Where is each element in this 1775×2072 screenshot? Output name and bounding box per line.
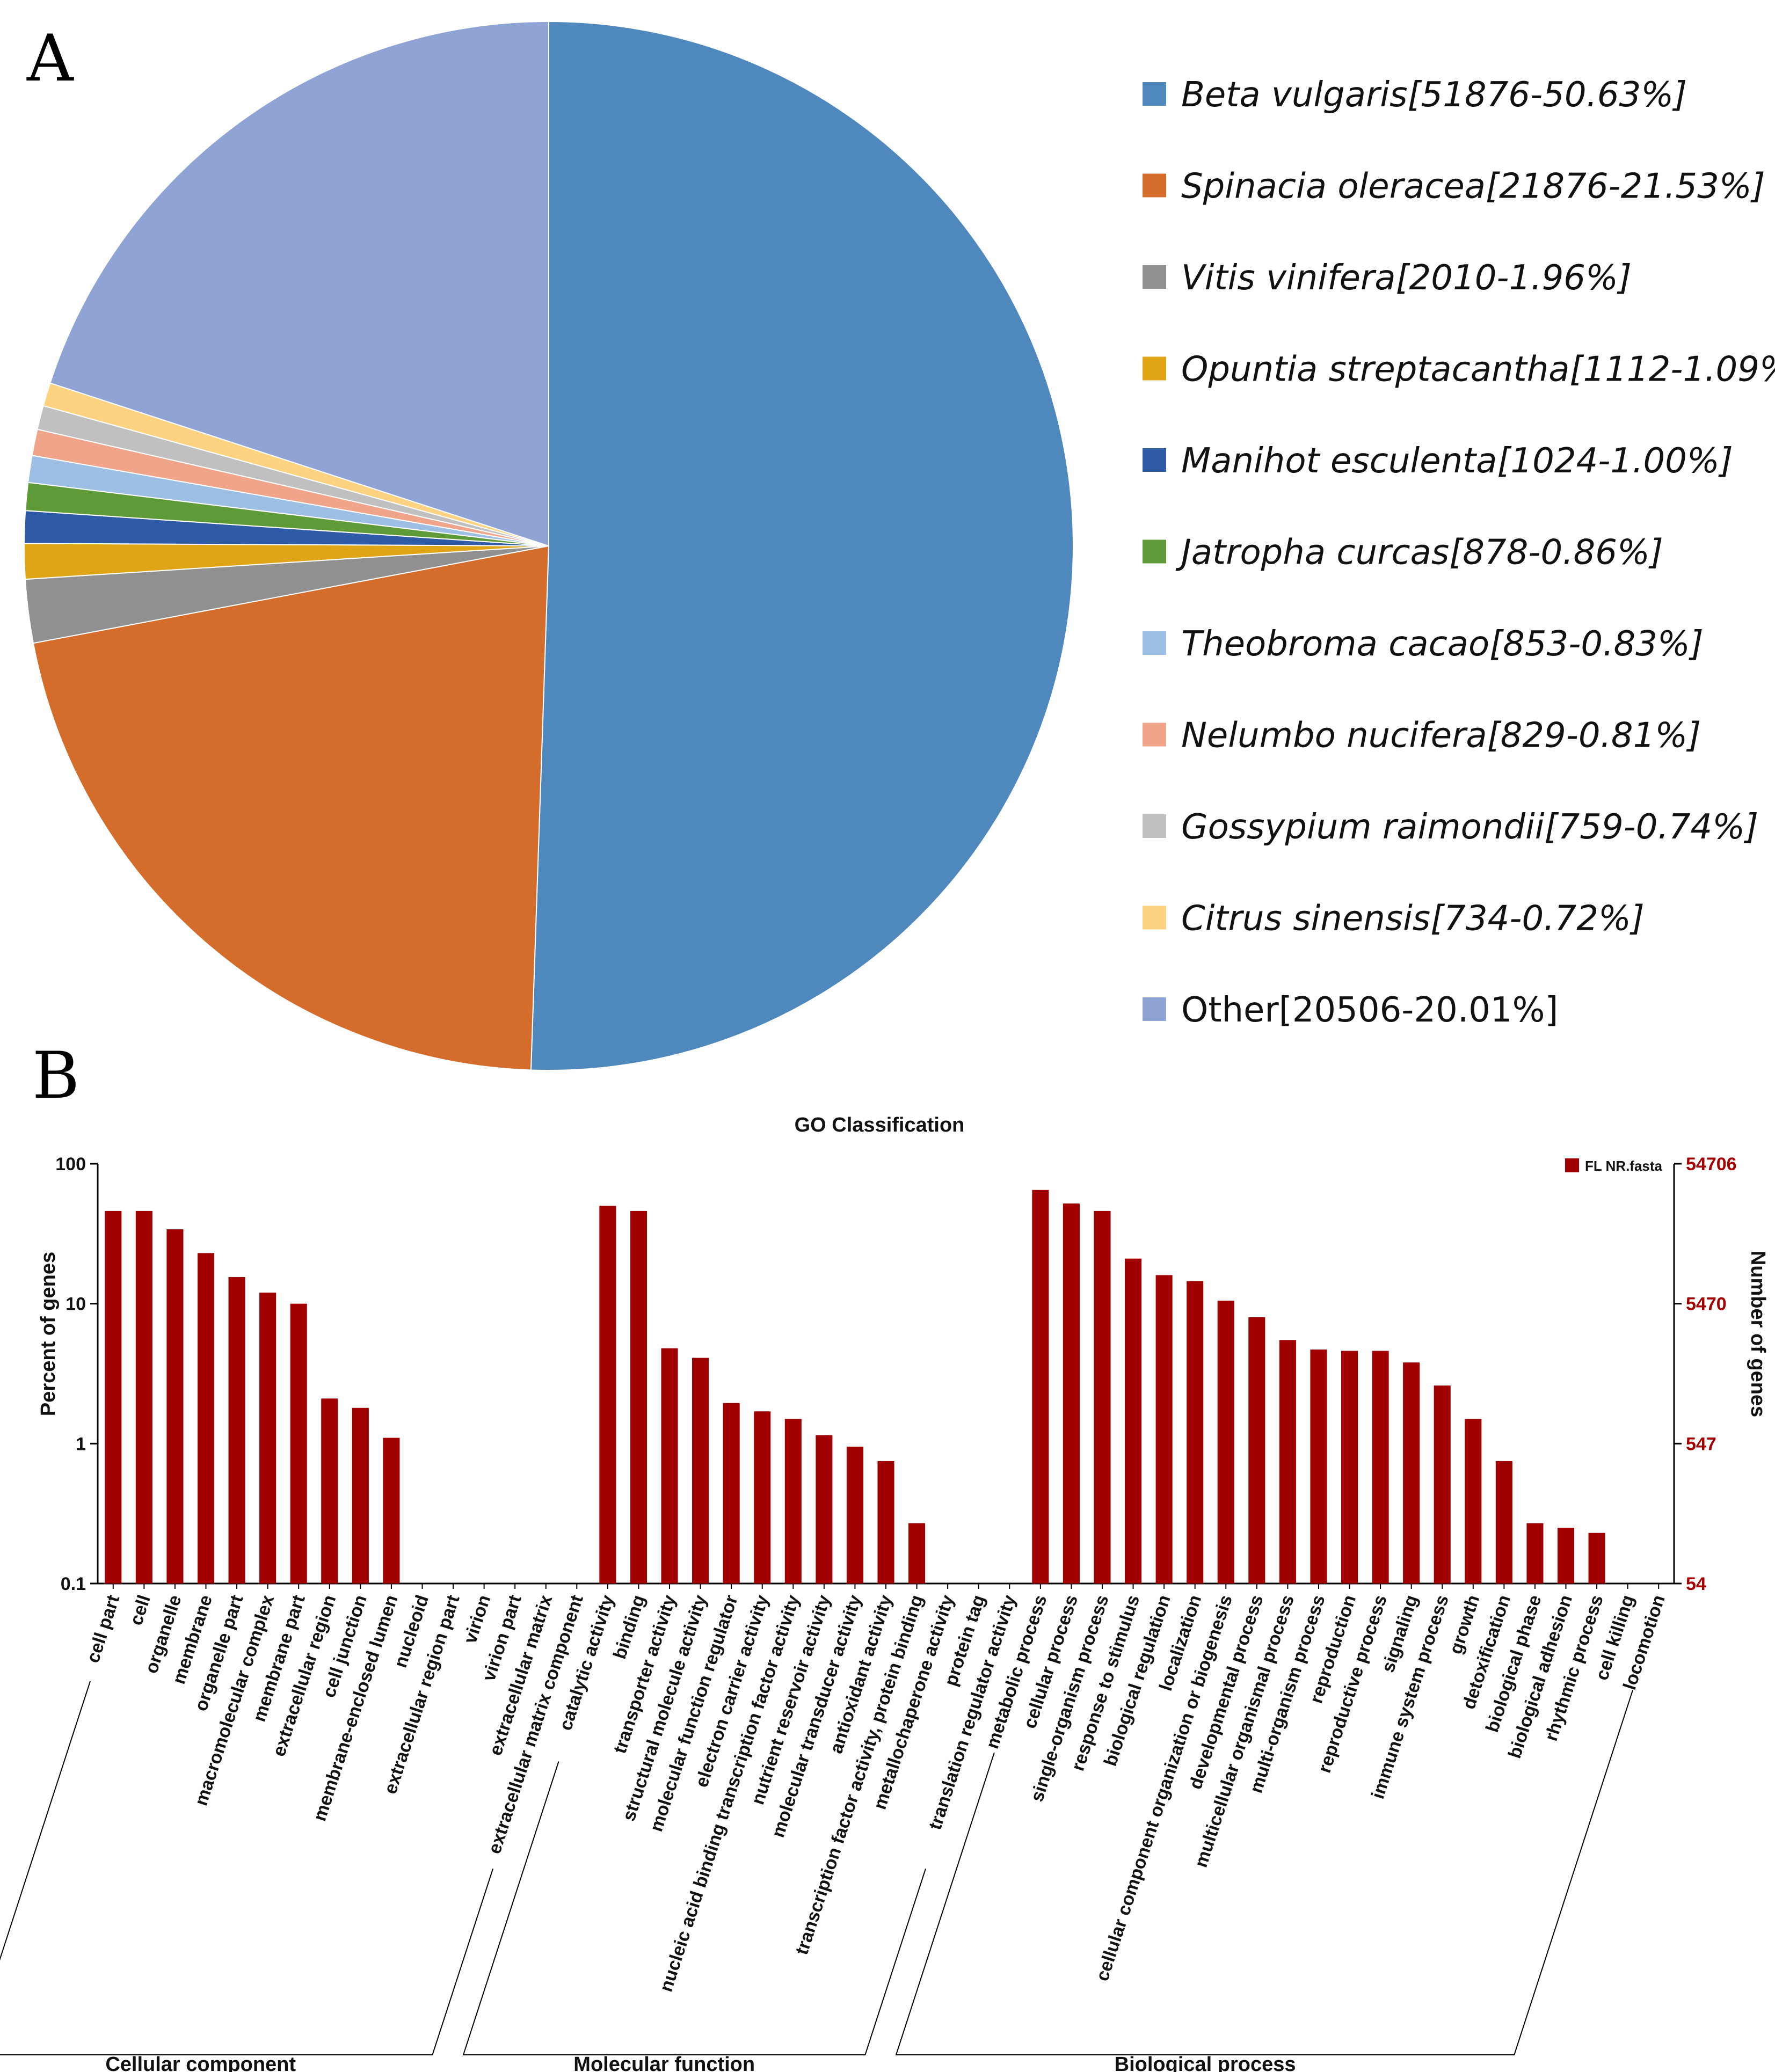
bar-biological-phase [1526, 1523, 1544, 1584]
group-label-molecular-function: Molecular function [573, 2053, 755, 2072]
legend-item-label: Vitis vinifera[2010-1.96%] [1181, 258, 1632, 298]
pie-chart [24, 20, 1074, 1071]
bar-molecular-transducer-activity [846, 1447, 863, 1584]
group-label-cellular-component: Cellular component [105, 2053, 296, 2072]
bar-catalytic-activity [599, 1206, 616, 1584]
y2-tick-label: 547 [1686, 1434, 1716, 1454]
group-bracket-biological-process [895, 1690, 1634, 2055]
legend-swatch [1143, 356, 1166, 381]
bar-nutrient-reservoir-activity [816, 1435, 833, 1584]
bar-cell [135, 1210, 152, 1584]
bar-cellular-process [1063, 1203, 1080, 1584]
bar-biological-adhesion [1557, 1528, 1575, 1584]
panel-label-b: B [32, 1039, 79, 1113]
bar-multi-organism-process [1310, 1349, 1327, 1584]
group-bracket-molecular-function [462, 1761, 926, 2055]
category-groups: Cellular component Molecular function Biol… [0, 1681, 1634, 2072]
bar-transporter-activity [661, 1348, 678, 1584]
legend-item-label: Citrus sinensis[734-0.72%] [1181, 899, 1645, 939]
legend-swatch [1143, 906, 1166, 930]
bar-detoxification [1495, 1461, 1512, 1584]
legend-item-label: Manihot esculenta[1024-1.00%] [1181, 441, 1733, 481]
legend-label: FL NR.fasta [1585, 1158, 1663, 1174]
bar-cellular-component-organization-or-biogenesis [1217, 1301, 1234, 1584]
bar-macromolecular-complex [259, 1293, 277, 1584]
legend-item-label: Nelumbo nucifera[829-0.81%] [1181, 716, 1701, 756]
legend-swatch [1143, 997, 1166, 1021]
bar-membrane-enclosed-lumen [383, 1438, 400, 1584]
legend-item-label: Spinacia oleracea[21876-21.53%] [1181, 167, 1765, 207]
legend-item-label: Jatropha curcas[878-0.86%] [1175, 533, 1663, 573]
legend-item-label: Opuntia streptacantha[1112-1.09%] [1181, 350, 1775, 390]
y2-tick-label: 5470 [1686, 1294, 1727, 1315]
legend-swatch [1565, 1158, 1579, 1172]
bar-immune-system-process [1434, 1385, 1451, 1584]
legend-swatch [1143, 265, 1166, 289]
bar-transcription-factor-activity-protein-binding [908, 1523, 926, 1584]
y-tick-label: 10 [66, 1294, 86, 1315]
bar-electron-carrier-activity [754, 1411, 771, 1584]
legend-swatch [1143, 539, 1166, 564]
pie-slice-spinacia-oleracea [32, 545, 550, 1071]
bar-membrane-part [290, 1303, 307, 1584]
bars [105, 1190, 1605, 1584]
bar-growth [1465, 1419, 1482, 1584]
category-labels: cell part cellorganellemembraneorganelle … [83, 1593, 1669, 1995]
legend-swatch [1143, 814, 1166, 838]
bar-biological-regulation [1155, 1275, 1173, 1584]
bar-legend: FL NR.fasta [1565, 1158, 1663, 1174]
group-label-biological-process: Biological process [1115, 2053, 1296, 2072]
bar-organelle [166, 1229, 184, 1584]
bar-signaling [1403, 1362, 1420, 1584]
category-label: cell part [83, 1593, 123, 1666]
chart-title: GO Classification [795, 1114, 965, 1136]
legend-swatch [1143, 448, 1166, 472]
group-bracket-cellular-component [0, 1681, 494, 2055]
bar-molecular-function-regulator [723, 1403, 740, 1584]
bar-antioxidant-activity [877, 1461, 894, 1584]
legend-item-label: Theobroma cacao[853-0.83%] [1181, 624, 1704, 664]
bar-nucleic-acid-binding-transcription-factor-activity [784, 1419, 802, 1584]
bar-structural-molecule-activity [692, 1358, 709, 1584]
bar-reproduction [1341, 1351, 1358, 1584]
legend-swatch [1143, 82, 1166, 106]
y-axis-label: Percent of genes [37, 1252, 60, 1416]
y2-tick-label: 54706 [1686, 1154, 1737, 1174]
bar-organelle-part [228, 1277, 245, 1584]
legend-swatch [1143, 723, 1166, 747]
legend-swatch [1143, 631, 1166, 655]
pie-slice-other [49, 20, 549, 547]
y2-tick-label: 54 [1686, 1574, 1706, 1594]
legend-item-label: Other[20506-20.01%] [1181, 990, 1558, 1030]
bar-single-organism-process [1094, 1210, 1111, 1584]
category-label: cell [126, 1593, 155, 1628]
bar-metabolic-process [1032, 1190, 1049, 1584]
pie-slice-beta-vulgaris [530, 20, 1074, 1071]
y-tick-label: 100 [55, 1154, 86, 1174]
bar-response-to-stimulus [1125, 1258, 1142, 1584]
pie-legend: Beta vulgaris[51876-50.63%] Spinacia oler… [1143, 75, 1775, 1030]
bar-cell-junction [352, 1407, 369, 1584]
bar-developmental-process [1248, 1317, 1265, 1584]
panel-label-a: A [26, 21, 74, 96]
bar-cell-part [105, 1210, 122, 1584]
y2-axis-label: Number of genes [1747, 1251, 1769, 1417]
plot-frame: 100 54706 10 5470 1 547 0.1 54 [55, 1154, 1736, 1594]
bar-membrane [197, 1253, 215, 1584]
bar-chart: GO Classification FL NR.fasta Percent of… [0, 1114, 1769, 2072]
bar-localization [1187, 1281, 1204, 1584]
legend-swatch [1143, 173, 1166, 198]
y-tick-label: 1 [76, 1434, 86, 1454]
bar-extracellular-region [321, 1398, 338, 1584]
legend-item-label: Beta vulgaris[51876-50.63%] [1181, 75, 1687, 115]
bar-reproductive-process [1372, 1351, 1389, 1584]
category-label: virion [460, 1593, 494, 1646]
bar-multicellular-organismal-process [1279, 1340, 1296, 1584]
y-tick-label: 0.1 [61, 1574, 86, 1594]
bar-binding [630, 1210, 647, 1584]
legend-item-label: Gossypium raimondii[759-0.74%] [1181, 807, 1758, 847]
bar-rhythmic-process [1588, 1533, 1605, 1584]
